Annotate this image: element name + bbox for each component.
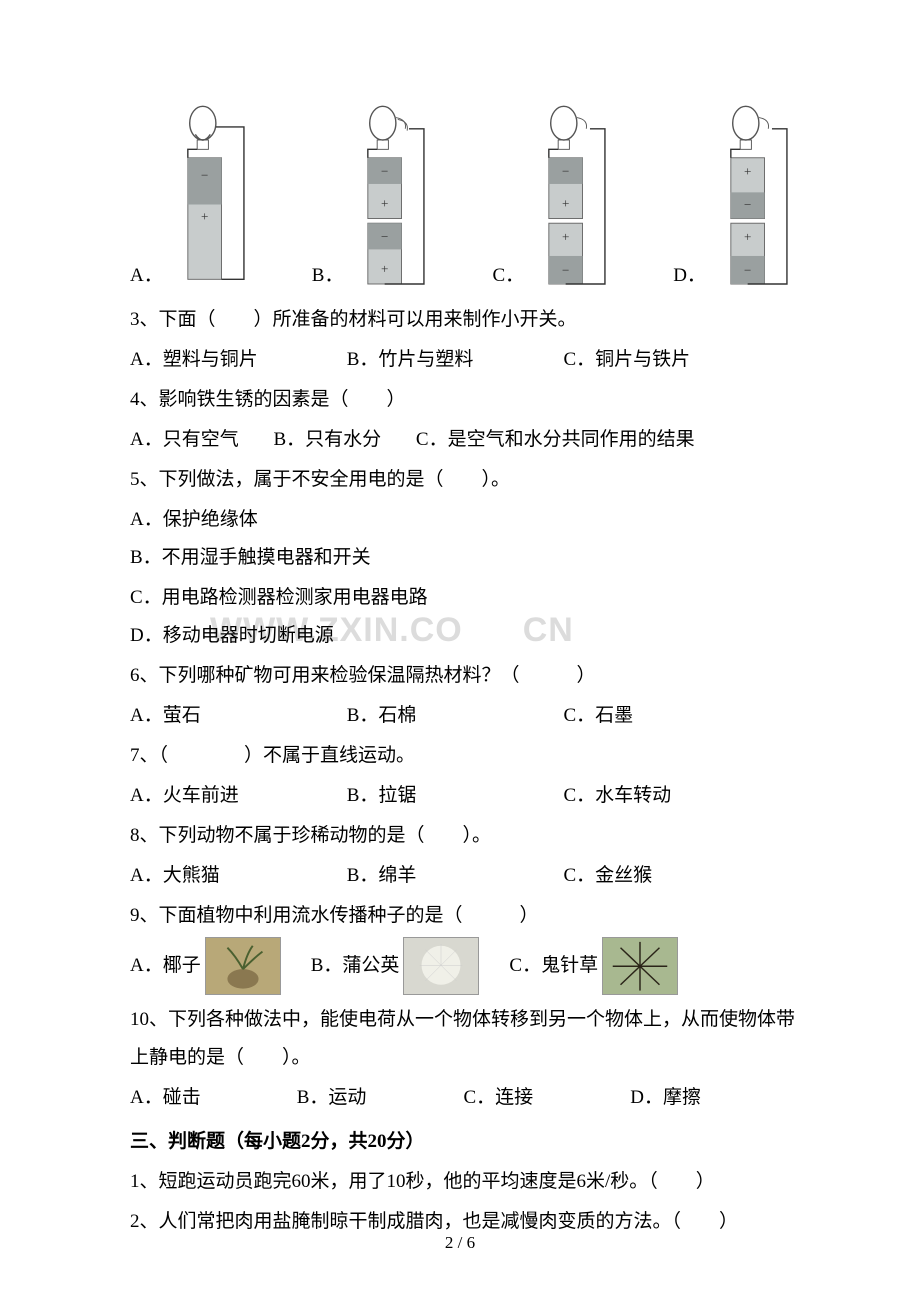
q10-opt-a: A．碰击 <box>130 1079 280 1117</box>
svg-text:−: − <box>744 197 751 212</box>
svg-text:+: + <box>381 261 388 276</box>
svg-text:+: + <box>744 164 751 179</box>
q9-text: 9、下面植物中利用流水传播种子的是（ ） <box>130 897 800 935</box>
q10-opt-b: B．运动 <box>297 1079 447 1117</box>
section3-item2: 2、人们常把肉用盐腌制晾干制成腊肉，也是减慢肉变质的方法。（ ） <box>130 1203 800 1241</box>
q9-img-coconut <box>205 937 281 995</box>
q7-opt-a: A．火车前进 <box>130 777 330 815</box>
svg-text:+: + <box>381 195 388 210</box>
svg-text:+: + <box>201 208 208 223</box>
q4-opt-c: C．是空气和水分共同作用的结果 <box>416 421 695 459</box>
svg-text:+: + <box>744 229 751 244</box>
q5-text: 5、下列做法，属于不安全用电的是（ ）。 <box>130 461 800 499</box>
q8-text: 8、下列动物不属于珍稀动物的是（ ）。 <box>130 817 800 855</box>
svg-text:−: − <box>562 263 569 278</box>
q3-opt-c: C．铜片与铁片 <box>564 341 691 379</box>
q6-text: 6、下列哪种矿物可用来检验保温隔热材料？（ ） <box>130 657 800 695</box>
q2-circuit-a: − + <box>171 100 257 295</box>
q2-circuit-d: + − + − <box>714 100 800 295</box>
q2-opt-a-label: A． <box>130 257 163 295</box>
q2-circuit-c: − + + − <box>532 100 618 295</box>
svg-text:+: + <box>562 229 569 244</box>
q8-options: A．大熊猫 B．绵羊 C．金丝猴 <box>130 857 800 895</box>
q9-options: A．椰子 B．蒲公英 C．鬼针草 <box>130 937 800 995</box>
q4-text: 4、影响铁生锈的因素是（ ） <box>130 381 800 419</box>
q7-opt-c: C．水车转动 <box>564 777 672 815</box>
q7-text: 7、（ ）不属于直线运动。 <box>130 737 800 775</box>
svg-text:−: − <box>562 164 569 179</box>
q6-options: A．萤石 B．石棉 C．石墨 <box>130 697 800 735</box>
q5-opt-d: D．移动电器时切断电源 <box>130 617 470 655</box>
q8-opt-b: B．绵羊 <box>347 857 547 895</box>
q10-text: 10、下列各种做法中，能使电荷从一个物体转移到另一个物体上，从而使物体带上静电的… <box>130 1001 800 1077</box>
q9-img-bidens <box>602 937 678 995</box>
q3-opt-b: B．竹片与塑料 <box>347 341 547 379</box>
q9-opt-c: C．鬼针草 <box>509 947 598 985</box>
q4-opt-a: A．只有空气 <box>130 421 239 459</box>
q2-opt-c-label: C． <box>492 257 524 295</box>
svg-text:−: − <box>381 229 388 244</box>
q2-options-row: A． − + B． <box>130 100 800 295</box>
q4-opt-b: B．只有水分 <box>273 421 381 459</box>
q9-img-dandelion <box>403 937 479 995</box>
q6-opt-a: A．萤石 <box>130 697 330 735</box>
q8-opt-c: C．金丝猴 <box>564 857 653 895</box>
svg-text:+: + <box>562 195 569 210</box>
svg-text:−: − <box>201 167 208 182</box>
q2-opt-d-label: D． <box>673 257 706 295</box>
q2-opt-b-label: B． <box>312 257 344 295</box>
q10-opt-c: C．连接 <box>464 1079 614 1117</box>
section3-header: 三、判断题（每小题2分，共20分） <box>130 1123 800 1161</box>
q6-opt-c: C．石墨 <box>564 697 634 735</box>
q5-options-row1: A．保护绝缘体 B．不用湿手触摸电器和开关 <box>130 501 800 577</box>
q10-opt-d: D．摩擦 <box>630 1079 780 1117</box>
q9-opt-b: B．蒲公英 <box>311 947 400 985</box>
q8-opt-a: A．大熊猫 <box>130 857 330 895</box>
q3-text: 3、下面（ ）所准备的材料可以用来制作小开关。 <box>130 301 800 339</box>
q6-opt-b: B．石棉 <box>347 697 547 735</box>
section3-item1: 1、短跑运动员跑完60米，用了10秒，他的平均速度是6米/秒。（ ） <box>130 1163 800 1201</box>
q5-opt-b: B．不用湿手触摸电器和开关 <box>130 539 470 577</box>
q7-opt-b: B．拉锯 <box>347 777 547 815</box>
q9-opt-a: A．椰子 <box>130 947 201 985</box>
q3-options: A．塑料与铜片 B．竹片与塑料 C．铜片与铁片 <box>130 341 800 379</box>
q2-circuit-b: − + − + <box>351 100 437 295</box>
q5-options-row2: C．用电路检测器检测家用电器电路 D．移动电器时切断电源 <box>130 579 800 655</box>
svg-text:−: − <box>744 263 751 278</box>
q5-opt-c: C．用电路检测器检测家用电器电路 <box>130 579 440 617</box>
svg-text:−: − <box>381 164 388 179</box>
q4-options: A．只有空气 B．只有水分 C．是空气和水分共同作用的结果 <box>130 421 800 459</box>
q7-options: A．火车前进 B．拉锯 C．水车转动 <box>130 777 800 815</box>
q5-opt-a: A．保护绝缘体 <box>130 501 440 539</box>
q3-opt-a: A．塑料与铜片 <box>130 341 330 379</box>
q10-options: A．碰击 B．运动 C．连接 D．摩擦 <box>130 1079 800 1117</box>
